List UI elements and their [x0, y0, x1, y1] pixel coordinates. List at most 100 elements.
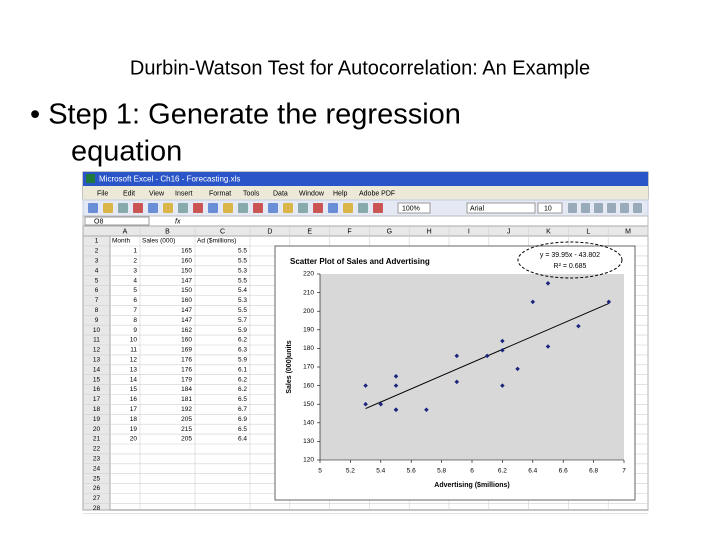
y-tick-label: 170	[303, 364, 314, 371]
row-number: 1	[95, 238, 99, 245]
toolbar-button[interactable]	[148, 203, 158, 213]
row-number: 24	[93, 465, 101, 472]
formula-bar	[82, 215, 649, 227]
toolbar-button[interactable]	[133, 203, 143, 213]
menu-item[interactable]: Tools	[243, 190, 260, 197]
toolbar-button[interactable]	[633, 203, 642, 213]
toolbar-button[interactable]	[208, 203, 218, 213]
x-tick-label: 6.2	[498, 468, 507, 475]
menu-item[interactable]: Data	[273, 190, 288, 197]
row-number: 17	[93, 396, 101, 403]
menu-item[interactable]: Insert	[175, 190, 193, 197]
cell: 192	[181, 406, 192, 413]
toolbar-button[interactable]	[253, 203, 263, 213]
plot-area	[320, 274, 624, 460]
cell: 160	[181, 297, 192, 304]
menu-item[interactable]: Format	[209, 190, 231, 197]
zoom: 100%	[402, 205, 420, 212]
point	[515, 366, 520, 372]
annotation-ring	[517, 241, 623, 279]
toolbar-button[interactable]	[103, 203, 113, 213]
x-tick-label: 6	[470, 468, 474, 475]
point	[378, 401, 384, 407]
header-cell: Sales (000)	[142, 238, 175, 245]
cell: 176	[181, 366, 192, 373]
toolbar-button[interactable]	[88, 203, 98, 213]
row-number: 14	[93, 366, 101, 373]
toolbar-button[interactable]	[607, 203, 616, 213]
size-box[interactable]	[537, 202, 563, 214]
row-number: 3	[95, 258, 99, 265]
cell: 12	[130, 357, 138, 364]
column-header: M	[625, 228, 631, 235]
y-tick-label: 190	[303, 327, 314, 334]
menu-item[interactable]: File	[97, 190, 108, 197]
row-number: 27	[93, 495, 101, 502]
menu-item[interactable]: Help	[333, 190, 348, 197]
row-number: 9	[95, 317, 99, 324]
name-box[interactable]	[84, 216, 150, 226]
row-number: 19	[93, 416, 101, 423]
column-header: L	[586, 228, 590, 235]
x-tick-label: 6.4	[528, 468, 537, 475]
cell: 13	[130, 366, 138, 373]
menu-item[interactable]: View	[149, 190, 165, 197]
row-number: 26	[93, 485, 101, 492]
toolbar-button[interactable]	[568, 203, 577, 213]
row-number: 20	[93, 426, 101, 433]
toolbar-button[interactable]	[328, 203, 338, 213]
cell: 9	[133, 327, 137, 334]
toolbar-button[interactable]	[620, 203, 629, 213]
toolbar-button[interactable]	[223, 203, 233, 213]
row-number: 28	[93, 505, 101, 512]
menu-item[interactable]: Adobe PDF	[359, 190, 395, 197]
cell: 10	[130, 337, 138, 344]
row-number: 22	[93, 446, 101, 453]
toolbar-button[interactable]	[283, 203, 293, 213]
toolbar-button[interactable]	[178, 203, 188, 213]
cell: 16	[130, 396, 138, 403]
toolbar-button[interactable]	[594, 203, 603, 213]
toolbar-button[interactable]	[581, 203, 590, 213]
toolbar-button[interactable]	[358, 203, 368, 213]
toolbar-button[interactable]	[238, 203, 248, 213]
zoom-box[interactable]	[397, 202, 431, 214]
cell: 5.5	[238, 258, 247, 265]
y-axis-label: Sales (000)units	[286, 340, 293, 393]
menu-item[interactable]: Edit	[123, 190, 135, 197]
r-squared: R² = 0.685	[554, 263, 587, 270]
cell: 165	[181, 248, 192, 255]
x-tick-label: 5.8	[437, 468, 446, 475]
y-tick-label: 120	[303, 457, 314, 464]
toolbar-button[interactable]	[193, 203, 203, 213]
menu-bar	[83, 186, 648, 200]
toolbar-button[interactable]	[343, 203, 353, 213]
point	[500, 383, 505, 388]
menu-item[interactable]: Window	[299, 190, 325, 197]
point	[500, 347, 505, 353]
cell: 150	[181, 287, 192, 294]
font-box[interactable]	[466, 202, 536, 214]
toolbar-button[interactable]	[268, 203, 278, 213]
cell: 205	[181, 416, 192, 423]
toolbar-button[interactable]	[373, 203, 383, 213]
toolbar-button[interactable]	[163, 203, 173, 213]
column-header: K	[546, 228, 551, 235]
row-number: 23	[93, 456, 101, 463]
equation: y = 39.95x - 43.802	[540, 252, 600, 259]
cell: 17	[130, 406, 138, 413]
cell: 5.3	[238, 267, 247, 274]
toolbar-button[interactable]	[313, 203, 323, 213]
toolbar-button[interactable]	[118, 203, 128, 213]
cell: 184	[181, 386, 192, 393]
row-number: 2	[95, 248, 99, 255]
row-number: 18	[93, 406, 101, 413]
cell: 8	[133, 317, 137, 324]
title-bar	[83, 172, 648, 186]
slide-title: Durbin-Watson Test for Autocorrelation: …	[130, 57, 590, 79]
row-number: 15	[93, 376, 101, 383]
chart-title: Scatter Plot of Sales and Advertising	[290, 257, 430, 266]
toolbar-button[interactable]	[298, 203, 308, 213]
y-tick-label: 150	[303, 401, 314, 408]
